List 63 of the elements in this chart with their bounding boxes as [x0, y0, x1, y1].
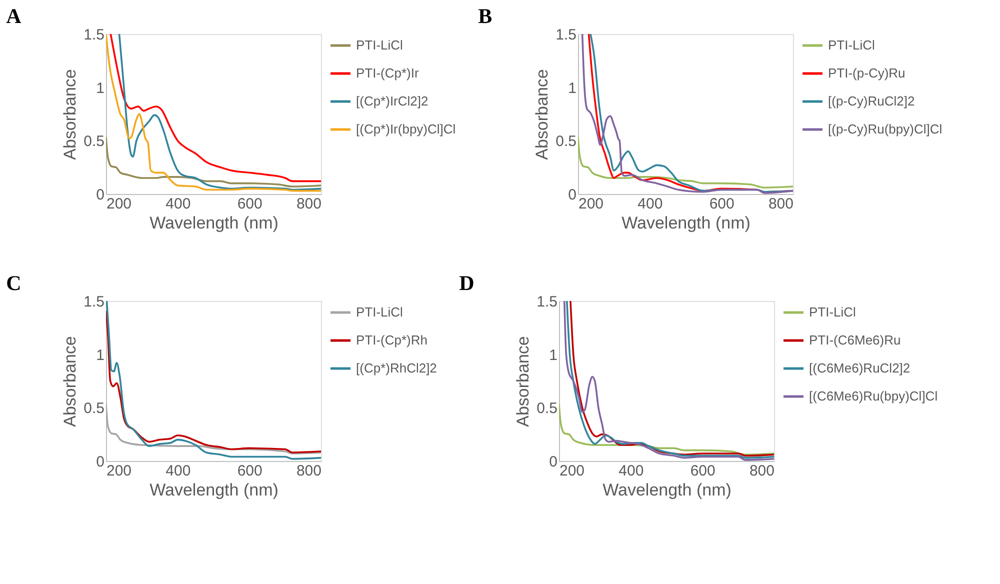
- y-tick-label: 0: [96, 454, 104, 470]
- y-tick-label: 0: [568, 186, 576, 204]
- x-tick-label: 400: [166, 196, 191, 212]
- chart-title: B: [478, 4, 492, 28]
- x-tick-label: 400: [618, 462, 644, 480]
- x-axis-title: Wavelength (nm): [150, 214, 278, 232]
- y-axis-title: Absorbance: [514, 336, 533, 427]
- legend-label: PTI-(Cp*)Ir: [356, 66, 420, 80]
- y-tick-label: 1.5: [84, 294, 104, 310]
- legend-label: [(p-Cy)RuCl2]2: [828, 94, 915, 108]
- y-tick-label: 1.5: [556, 26, 576, 44]
- y-tick-label: 0.5: [84, 400, 104, 418]
- x-tick-label: 800: [768, 196, 794, 212]
- y-tick-label: 0.5: [84, 133, 104, 150]
- y-tick-label: 1: [549, 346, 558, 364]
- legend-label: [(Cp*)RhCl2]2: [356, 360, 437, 376]
- y-axis-title: Absorbance: [532, 69, 552, 160]
- x-tick-label: 400: [638, 196, 663, 212]
- line-series: [106, 136, 321, 188]
- y-tick-label: 1: [96, 80, 104, 97]
- x-tick-label: 600: [709, 196, 734, 212]
- line-series: [559, 404, 774, 456]
- y-axis-title: Absorbance: [60, 69, 80, 160]
- legend-label: PTI-LiCl: [828, 38, 876, 52]
- x-tick-label: 800: [296, 196, 322, 212]
- y-tick-label: 0: [549, 454, 558, 470]
- legend-label: PTI-(p-Cy)Ru: [828, 66, 906, 80]
- x-axis-title: Wavelength (nm): [602, 480, 732, 500]
- y-tick-label: 1.5: [84, 26, 104, 44]
- legend-label: [(p-Cy)Ru(bpy)Cl]Cl: [828, 122, 942, 136]
- y-tick-label: 1: [96, 346, 104, 364]
- x-tick-label: 800: [749, 462, 774, 480]
- x-tick-label: 600: [237, 196, 262, 212]
- y-tick-label: 0: [96, 186, 104, 204]
- y-tick-label: 0.5: [556, 133, 576, 150]
- legend-label: [(Cp*)Ir(bpy)Cl]Cl: [356, 122, 456, 136]
- legend-label: PTI-LiCl: [809, 304, 856, 320]
- y-tick-label: 1.5: [536, 294, 558, 310]
- chart-title: A: [6, 4, 22, 28]
- x-tick-label: 400: [166, 462, 191, 480]
- y-axis-title: Absorbance: [60, 336, 80, 427]
- legend-label: PTI-LiCl: [356, 304, 404, 320]
- legend-label: [(C6Me6)Ru(bpy)Cl]Cl: [809, 388, 938, 404]
- legend-label: [(C6Me6)RuCl2]2: [809, 360, 910, 376]
- legend-label: [(Cp*)IrCl2]2: [356, 94, 428, 108]
- x-tick-label: 600: [237, 462, 262, 480]
- legend-label: PTI-(C6Me6)Ru: [809, 332, 901, 348]
- y-tick-label: 1: [568, 80, 576, 97]
- legend-label: PTI-LiCl: [356, 38, 404, 52]
- x-tick-label: 200: [560, 462, 585, 480]
- x-tick-label: 800: [296, 462, 322, 480]
- line-series: [106, 404, 321, 454]
- y-tick-label: 0.5: [536, 400, 558, 418]
- line-series: [578, 136, 793, 188]
- x-tick-label: 200: [106, 196, 132, 212]
- x-tick-label: 600: [690, 462, 716, 480]
- chart-title: C: [6, 271, 22, 295]
- x-tick-label: 200: [106, 462, 132, 480]
- x-axis-title: Wavelength (nm): [150, 480, 278, 500]
- chart-title: D: [459, 271, 474, 295]
- x-tick-label: 200: [578, 196, 604, 212]
- x-axis-title: Wavelength (nm): [622, 214, 750, 232]
- legend-label: PTI-(Cp*)Rh: [356, 332, 428, 348]
